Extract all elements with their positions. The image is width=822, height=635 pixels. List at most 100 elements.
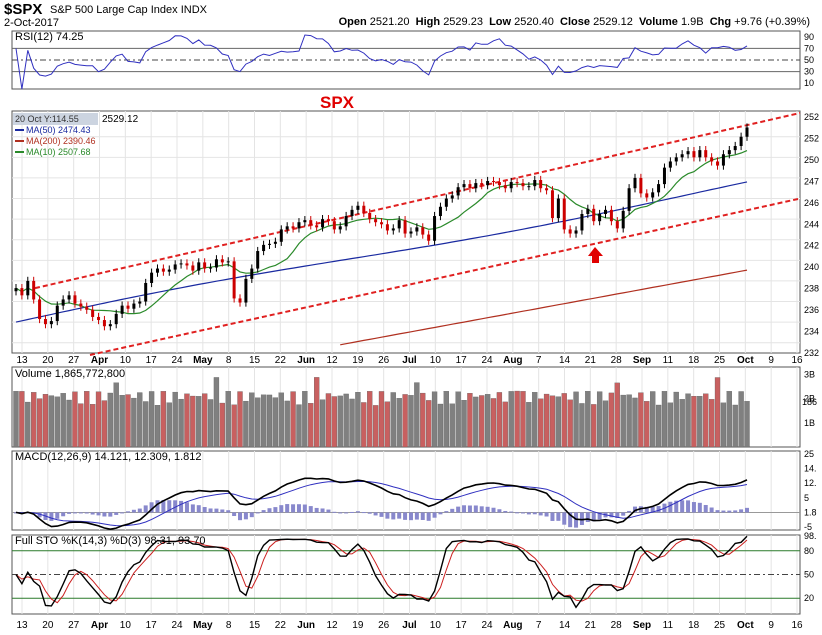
- up-arrow-icon: [588, 247, 603, 263]
- volume-bar: [225, 391, 231, 448]
- price-candle-body: [315, 225, 319, 228]
- volume-bar: [107, 392, 113, 448]
- channel-upper-line: [34, 112, 801, 290]
- macd-histogram-bar: [320, 508, 325, 513]
- volume-bar: [449, 403, 455, 448]
- volume-bar: [178, 398, 184, 448]
- price-candle-body: [102, 320, 106, 327]
- macd-histogram-bar: [432, 512, 437, 518]
- macd-histogram-bar: [597, 512, 602, 520]
- x-tick-label: 28: [611, 620, 623, 631]
- macd-histogram-bar: [255, 512, 260, 514]
- volume-bar: [414, 382, 420, 448]
- price-candle-body: [179, 263, 183, 265]
- volume-bar: [697, 396, 703, 448]
- x-tick-label: 15: [249, 355, 261, 366]
- macd-histogram-bar: [279, 505, 284, 513]
- macd-histogram-bar: [385, 512, 390, 519]
- x-tick-label: 13: [16, 355, 28, 366]
- macd-histogram-bar: [403, 512, 408, 520]
- legend-entry: MA(10) 2507.68: [26, 147, 91, 157]
- x-tick-label: 8: [226, 620, 232, 631]
- x-tick-label: 9: [768, 355, 774, 366]
- price-candle-body: [421, 227, 425, 235]
- x-tick-label: 10: [430, 620, 442, 631]
- price-candle-body: [627, 188, 631, 211]
- price-candle-body: [645, 193, 649, 198]
- price-candle-body: [97, 316, 101, 321]
- macd-histogram-bar: [509, 511, 514, 513]
- price-candle-body: [521, 183, 525, 187]
- price-candle-body: [285, 226, 289, 230]
- price-candle-body: [226, 261, 230, 263]
- macd-y-tick: 12.: [804, 478, 817, 488]
- macd-histogram-bar: [296, 504, 301, 513]
- macd-histogram-bar: [102, 512, 107, 517]
- volume-bar: [396, 398, 402, 448]
- price-candle-body: [550, 190, 554, 219]
- macd-histogram-bar: [520, 512, 525, 514]
- index-name: S&P 500 Large Cap Index INDX: [50, 4, 207, 16]
- volume-bar: [42, 394, 49, 448]
- x-tick-label: 12: [326, 355, 338, 366]
- macd-histogram-bar: [273, 507, 278, 513]
- x-tick-label: Jun: [297, 355, 315, 366]
- price-y-tick: 240: [804, 262, 819, 272]
- price-candle-body: [332, 221, 336, 230]
- macd-histogram-bar: [414, 512, 419, 520]
- price-candle-body: [527, 186, 531, 188]
- macd-histogram-bar: [90, 512, 95, 515]
- macd-y-tick: 5: [804, 493, 809, 503]
- ma200-line: [340, 269, 748, 346]
- price-y-tick: 246: [804, 198, 819, 208]
- price-candle-body: [468, 184, 472, 189]
- volume-bar: [13, 391, 19, 448]
- macd-histogram-bar: [544, 512, 549, 517]
- macd-histogram-bar: [344, 512, 349, 514]
- x-tick-label: 11: [663, 620, 674, 631]
- macd-histogram-bar: [656, 506, 661, 513]
- volume-bar: [626, 394, 632, 448]
- price-candle-body: [604, 209, 608, 214]
- price-candle-body: [250, 268, 254, 279]
- macd-histogram-bar: [579, 512, 584, 525]
- volume-bar: [237, 391, 243, 448]
- price-candle-body: [32, 280, 36, 300]
- price-candle-body: [385, 224, 389, 231]
- x-tick-label: 10: [120, 355, 132, 366]
- macd-histogram-bar: [627, 510, 632, 513]
- price-candle-body: [651, 192, 655, 198]
- volume-bar: [602, 400, 609, 448]
- macd-histogram-bar: [361, 512, 366, 514]
- legend-entry: MA(50) 2474.43: [26, 125, 91, 135]
- price-candle-body: [497, 182, 501, 186]
- volume-bar: [378, 391, 385, 448]
- macd-histogram-bar: [155, 500, 160, 513]
- volume-bar: [19, 391, 25, 448]
- macd-histogram-bar: [644, 506, 649, 513]
- volume-bar: [744, 401, 750, 448]
- macd-histogram-bar: [226, 510, 231, 513]
- macd-histogram-bar: [373, 512, 378, 516]
- macd-histogram-bar: [249, 512, 254, 518]
- volume-bar: [714, 377, 721, 448]
- price-candle-body: [238, 298, 242, 303]
- x-tick-label: 11: [663, 355, 674, 366]
- x-tick-label: 28: [611, 355, 623, 366]
- macd-histogram-bar: [650, 506, 655, 513]
- price-candle-body: [609, 209, 613, 222]
- macd-histogram-bar: [261, 510, 266, 513]
- volume-bar: [443, 391, 449, 448]
- macd-histogram-bar: [680, 500, 685, 513]
- price-candle-body: [144, 282, 148, 302]
- stochastic-title: Full STO %K(14,3) %D(3) 98.31, 93.70: [15, 535, 206, 547]
- x-tick-label: Apr: [91, 620, 108, 631]
- price-candle-body: [480, 183, 484, 186]
- price-candle-body: [161, 268, 165, 272]
- volume-bar: [655, 404, 662, 448]
- macd-histogram-bar: [503, 510, 508, 513]
- x-tick-label: 16: [791, 620, 803, 631]
- macd-histogram-bar: [96, 512, 101, 516]
- volume-bar: [213, 377, 220, 448]
- x-tick-label: 24: [171, 620, 183, 631]
